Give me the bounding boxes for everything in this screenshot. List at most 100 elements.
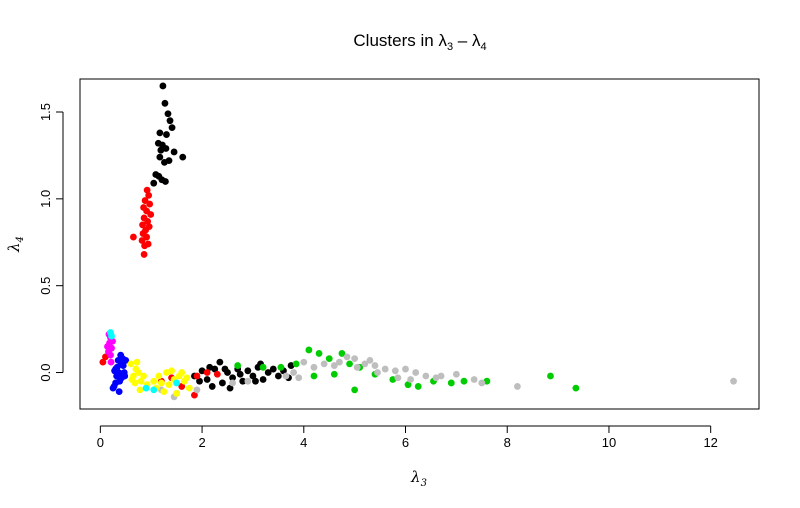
data-point (150, 179, 158, 187)
data-point (162, 145, 170, 152)
data-point (108, 332, 115, 340)
data-point (165, 381, 173, 389)
data-point (330, 362, 338, 369)
data-point (277, 363, 285, 371)
data-point (115, 388, 123, 396)
data-point (178, 369, 186, 376)
data-point (150, 377, 158, 385)
data-point (162, 178, 169, 185)
data-point (315, 350, 323, 357)
data-point (292, 360, 300, 368)
data-point (144, 218, 152, 225)
data-point (371, 362, 379, 369)
data-point (163, 131, 170, 138)
y-tick-label: 0.5 (38, 277, 53, 295)
data-point (146, 200, 154, 208)
data-point (191, 391, 198, 399)
data-point (196, 377, 203, 385)
data-point (143, 186, 151, 194)
data-point (208, 383, 216, 390)
point-series (107, 329, 181, 394)
data-point (346, 360, 353, 368)
data-point (121, 372, 129, 380)
point-series (234, 346, 580, 394)
x-tick-label: 8 (504, 435, 511, 450)
data-point (145, 191, 153, 199)
data-point (391, 367, 399, 375)
data-point (109, 384, 117, 392)
data-point (173, 379, 181, 387)
data-point (156, 129, 164, 137)
points-layer (99, 82, 737, 401)
data-point (139, 221, 146, 229)
x-axis: 0 2 4 6 8 10 12 (97, 425, 718, 450)
chart-title: Clusters in λ3 – λ4 (353, 31, 486, 53)
data-point (407, 376, 414, 383)
data-point (295, 374, 303, 382)
data-point (335, 358, 343, 366)
data-point (305, 346, 313, 354)
data-point (402, 365, 409, 373)
data-point (244, 377, 252, 385)
data-point (137, 377, 145, 385)
data-point (404, 381, 412, 389)
data-point (264, 369, 272, 376)
data-point (236, 370, 244, 378)
data-point (107, 358, 115, 366)
data-point (310, 372, 318, 380)
data-point (221, 365, 229, 373)
data-point (452, 370, 460, 378)
data-point (178, 383, 186, 390)
y-tick-label: 0.0 (38, 363, 53, 381)
data-point (104, 343, 111, 350)
data-point (229, 374, 236, 382)
y-axis-label: λ4 (5, 236, 26, 253)
data-point (320, 360, 328, 368)
data-point (351, 355, 359, 363)
data-point (239, 377, 247, 385)
data-point (138, 237, 146, 244)
point-series (109, 351, 130, 396)
data-point (394, 374, 402, 382)
data-point (366, 356, 374, 364)
data-point (259, 363, 267, 371)
data-point (136, 386, 144, 394)
data-point (290, 369, 298, 376)
data-point (142, 384, 150, 392)
x-tick-label: 0 (97, 435, 104, 450)
data-point (730, 377, 737, 385)
data-point (244, 367, 252, 375)
x-tick-label: 4 (300, 435, 307, 450)
data-point (422, 372, 430, 380)
data-point (157, 379, 165, 387)
data-point (203, 369, 211, 376)
data-point (156, 153, 164, 161)
data-point (351, 386, 359, 394)
point-series (157, 353, 737, 401)
data-point (374, 369, 381, 376)
data-point (213, 370, 221, 378)
data-point (249, 372, 257, 380)
y-tick-label: 1.5 (38, 103, 53, 121)
x-axis-label: λ3 (410, 468, 427, 489)
data-point (219, 379, 226, 387)
data-point (447, 379, 455, 387)
data-point (185, 384, 193, 392)
data-point (173, 389, 181, 397)
data-point (168, 124, 176, 132)
data-point (300, 358, 308, 366)
data-point (133, 358, 141, 366)
plot-frame (79, 78, 760, 410)
y-axis: 0.0 0.5 1.0 1.5 (38, 103, 64, 382)
data-point (325, 355, 333, 363)
data-point (282, 372, 290, 380)
data-point (164, 110, 172, 118)
data-point (193, 372, 201, 380)
data-point (514, 383, 521, 390)
x-tick-label: 12 (703, 435, 717, 450)
data-point (252, 377, 259, 385)
x-tick-label: 6 (402, 435, 409, 450)
y-tick-label: 1.0 (38, 190, 53, 208)
data-point (206, 363, 214, 371)
